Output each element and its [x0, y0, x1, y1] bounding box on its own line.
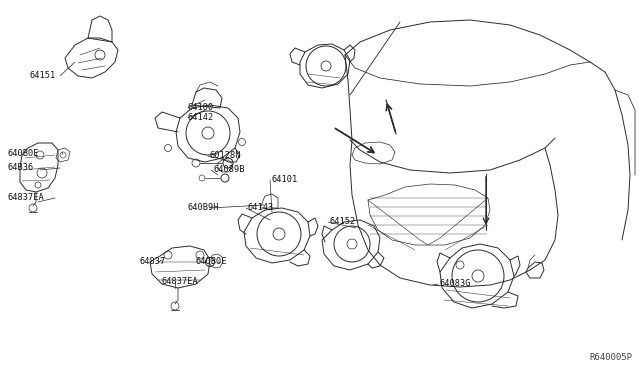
Text: 64142: 64142 [188, 113, 214, 122]
Text: 64089B: 64089B [213, 166, 244, 174]
Text: 640B0E: 640B0E [8, 150, 40, 158]
Text: 64837: 64837 [140, 257, 166, 266]
Text: 64B36: 64B36 [8, 164, 35, 173]
Text: 640B9H: 640B9H [188, 203, 220, 212]
Text: 64143: 64143 [248, 203, 275, 212]
Text: 64101: 64101 [272, 176, 298, 185]
Text: 640B0E: 640B0E [196, 257, 227, 266]
Text: 64837EA: 64837EA [8, 193, 45, 202]
Text: R640005P: R640005P [589, 353, 632, 362]
Text: 64083G: 64083G [440, 279, 472, 289]
Text: 60128N: 60128N [210, 151, 241, 160]
Text: 64151: 64151 [29, 71, 56, 80]
Text: 64100: 64100 [188, 103, 214, 112]
Text: 64152: 64152 [330, 218, 356, 227]
Text: 64837EA: 64837EA [162, 278, 199, 286]
